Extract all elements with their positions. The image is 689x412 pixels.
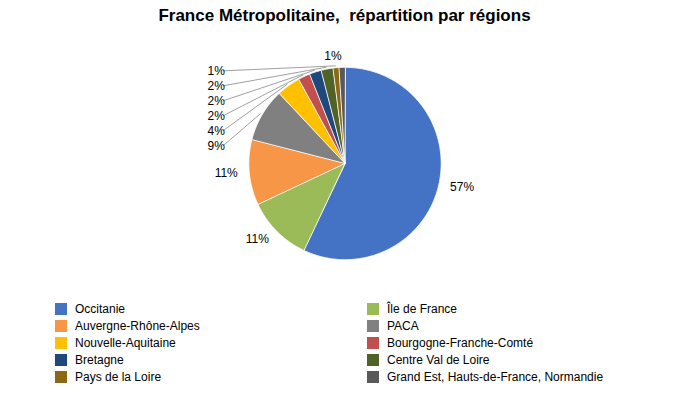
- html-text:Île de France: Île de France: [387, 302, 457, 316]
- html-text:Pays de la Loire: Pays de la Loire: [75, 370, 162, 384]
- html-text:Bourgogne-Franche-Comté: Bourgogne-Franche-Comté: [387, 336, 534, 350]
- html-text:Bretagne: Bretagne: [75, 353, 124, 367]
- svg-text:2%: 2%: [207, 79, 225, 93]
- svg-text:9%: 9%: [207, 139, 225, 153]
- svg-text:4%: 4%: [207, 124, 225, 138]
- svg-text:11%: 11%: [215, 166, 238, 180]
- html-text:Auvergne-Rhône-Alpes: Auvergne-Rhône-Alpes: [75, 319, 200, 333]
- html-text:Nouvelle-Aquitaine: Nouvelle-Aquitaine: [75, 336, 176, 350]
- svg-text:1%: 1%: [207, 64, 225, 78]
- svg-text:11%: 11%: [246, 232, 269, 246]
- svg-text:2%: 2%: [207, 94, 225, 108]
- svg-text:1%: 1%: [324, 49, 342, 63]
- html-text:Centre Val de Loire: Centre Val de Loire: [387, 353, 490, 367]
- svg-text:2%: 2%: [207, 109, 225, 123]
- html-text:Grand Est, Hauts-de-France, No: Grand Est, Hauts-de-France, Normandie: [387, 370, 604, 384]
- html-text:PACA: PACA: [387, 319, 419, 333]
- html-text:Occitanie: Occitanie: [75, 302, 125, 316]
- svg-text:57%: 57%: [450, 180, 474, 194]
- html-text:France Métropolitaine, réparti: France Métropolitaine, répartition par r…: [158, 6, 531, 25]
